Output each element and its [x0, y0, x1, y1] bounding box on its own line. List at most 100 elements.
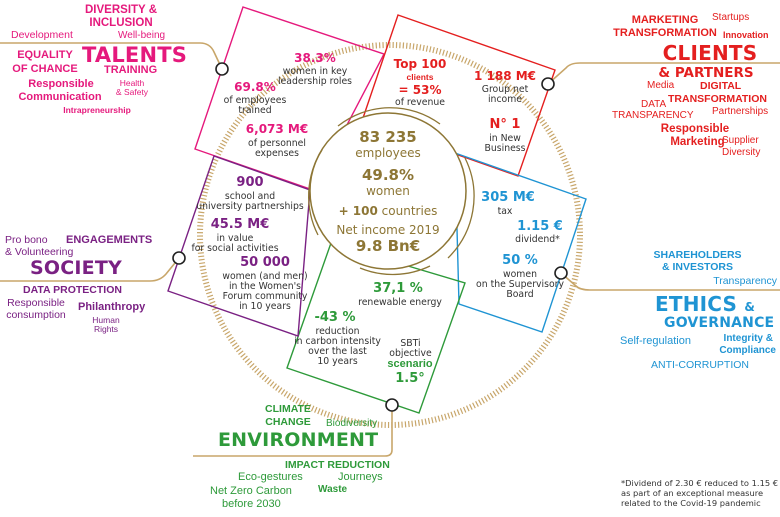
env-kw-journeys: Journeys [338, 471, 383, 483]
talents-stat-2-desc-2: trained [238, 105, 272, 116]
society-stat-2-desc-1: in value [216, 233, 254, 244]
clients-title: CLIENTS [662, 41, 758, 65]
society-stat-1-desc-2: university partnerships [196, 201, 304, 212]
footnote-line-2: as part of an exceptional measure [621, 488, 764, 498]
env-stat-2-desc-1: reduction [315, 326, 360, 337]
center-employees-label: employees [355, 146, 421, 160]
ethics-stat-3-desc-1: women [503, 269, 537, 280]
env-stat-3-value: 1.5° [395, 371, 425, 386]
center-net-income-label: Net income 2019 [336, 223, 440, 237]
footnote-line-3: related to the Covid-19 pandemic [621, 498, 761, 508]
clients-kw-marketing: Marketing [670, 136, 725, 148]
clients-kw-digital-transformation: TRANSFORMATION [668, 93, 767, 105]
node-talents [215, 62, 229, 76]
talents-stat-1-value: 38.3% [294, 51, 336, 65]
env-kw-biodiversity: Biodiversity [326, 418, 378, 429]
env-stat-2-desc-2: in carbon intensity [294, 336, 381, 347]
ethics-subtitle: GOVERNANCE [664, 315, 775, 331]
talents-kw-health-2: & Safety [115, 87, 149, 97]
footnote-line-1: *Dividend of 2.30 € reduced to 1.15 € [621, 478, 779, 488]
ethics-kw-shareholders-1: SHAREHOLDERS [653, 249, 742, 261]
clients-kw-data-1: DATA [641, 99, 667, 110]
env-stat-1-desc: renewable energy [358, 297, 442, 308]
clients-kw-supplier-1: Supplier [722, 135, 759, 146]
environment-title: ENVIRONMENT [218, 429, 379, 451]
society-kw-probono-2: & Volunteering [5, 246, 74, 258]
society-kw-human-1: Human [92, 315, 120, 325]
node-society [172, 251, 186, 265]
clients-kw-marketing-1: MARKETING [631, 14, 699, 26]
center-net-income-value: 9.8 Bn€ [355, 237, 421, 255]
center-countries-label: countries [381, 204, 438, 218]
talents-stat-1-desc-2: leadership roles [277, 76, 353, 87]
clients-kw-responsible: Responsible [660, 123, 730, 135]
ethics-stat-2-desc: dividend* [515, 234, 560, 245]
talents-stat-1-desc-1: women in key [282, 66, 348, 77]
society-stat-1-desc-1: school and [224, 191, 276, 202]
clients-kw-supplier-2: Diversity [722, 147, 761, 158]
talents-stat-3-value: 6,073 M€ [245, 122, 309, 136]
connector-ethics [560, 272, 780, 291]
ethics-title-text: ETHICS [655, 292, 738, 316]
society-box [167, 155, 311, 337]
talents-kw-diversity-1: DIVERSITY & [85, 4, 157, 16]
clients-kw-digital: DIGITAL [700, 80, 742, 92]
env-stat-1-value: 37,1 % [373, 281, 423, 296]
talents-kw-equality-1: EQUALITY [17, 49, 73, 61]
center-arc-left [308, 149, 323, 236]
talents-title: TALENTS [82, 43, 188, 67]
talents-kw-responsible: Responsible [28, 78, 94, 90]
clients-box [361, 14, 556, 177]
ethics-stat-1-desc: tax [497, 206, 513, 217]
society-stat-3-desc-1: women (and men) [222, 271, 308, 282]
talents-kw-development: Development [11, 29, 73, 41]
connector-talents [0, 42, 223, 70]
center-employees-value: 83 235 [359, 128, 417, 146]
node-ethics [554, 266, 568, 280]
env-stat-2-desc-3: over the last [308, 346, 367, 357]
ethics-stat-1-value: 305 M€ [481, 190, 535, 205]
ethics-stat-3-value: 50 % [502, 253, 538, 268]
ethics-kw-transparency: Transparency [713, 275, 777, 287]
env-kw-net-zero-1: Net Zero Carbon [210, 485, 292, 497]
society-kw-responsible-2: consumption [6, 309, 66, 321]
outer-dotted-ring [197, 42, 583, 428]
talents-stat-3-desc-1: of personnel [248, 138, 306, 149]
talents-kw-communication: Communication [18, 91, 102, 103]
ethics-kw-self-regulation: Self-regulation [620, 335, 691, 347]
connector-environment [193, 405, 393, 457]
clients-kw-marketing-2: TRANSFORMATION [613, 27, 717, 39]
society-stat-2-value: 45.5 M€ [210, 217, 270, 232]
env-stat-3-emph: scenario [387, 358, 433, 370]
clients-stat-3-desc-2: Business [484, 143, 526, 154]
env-kw-waste: Waste [318, 484, 348, 495]
env-stat-3-desc-2: objective [389, 348, 432, 359]
clients-stat-1-value: Top 100 [393, 57, 447, 71]
clients-kw-media: Media [647, 80, 675, 91]
society-stat-3-value: 50 000 [240, 255, 290, 270]
ethics-stat-3-desc-2: on the Supervisory [476, 279, 564, 290]
talents-stat-3-desc-2: expenses [255, 148, 299, 159]
clients-kw-startups: Startups [712, 12, 750, 23]
society-stat-3-desc-4: in 10 years [239, 301, 291, 312]
clients-kw-data-2: TRANSPARENCY [612, 110, 694, 121]
env-kw-net-zero-2: before 2030 [222, 498, 281, 510]
ethics-stat-2-value: 1.15 € [517, 219, 563, 234]
society-stat-1-value: 900 [236, 175, 264, 190]
clients-stat-2-value: 1 188 M€ [473, 69, 537, 83]
clients-stat-3-value: N° 1 [489, 117, 521, 132]
society-title: SOCIETY [30, 257, 122, 279]
clients-stat-2-desc-2: income [487, 94, 523, 105]
ethics-kw-integrity-1: Integrity & [723, 333, 773, 344]
clients-kw-partnerships: Partnerships [712, 106, 769, 117]
center-circle [309, 112, 467, 270]
talents-kw-wellbeing: Well-being [118, 30, 166, 41]
center-arc-top [337, 107, 441, 127]
center-countries: + 100 countries [328, 205, 448, 218]
env-kw-impact-reduction: IMPACT REDUCTION [285, 459, 390, 471]
society-kw-engagements: ENGAGEMENTS [66, 234, 153, 246]
talents-kw-health-1: Health [119, 78, 145, 88]
clients-stat-1-desc2: of revenue [395, 97, 445, 108]
society-kw-data-protection: DATA PROTECTION [23, 284, 122, 296]
